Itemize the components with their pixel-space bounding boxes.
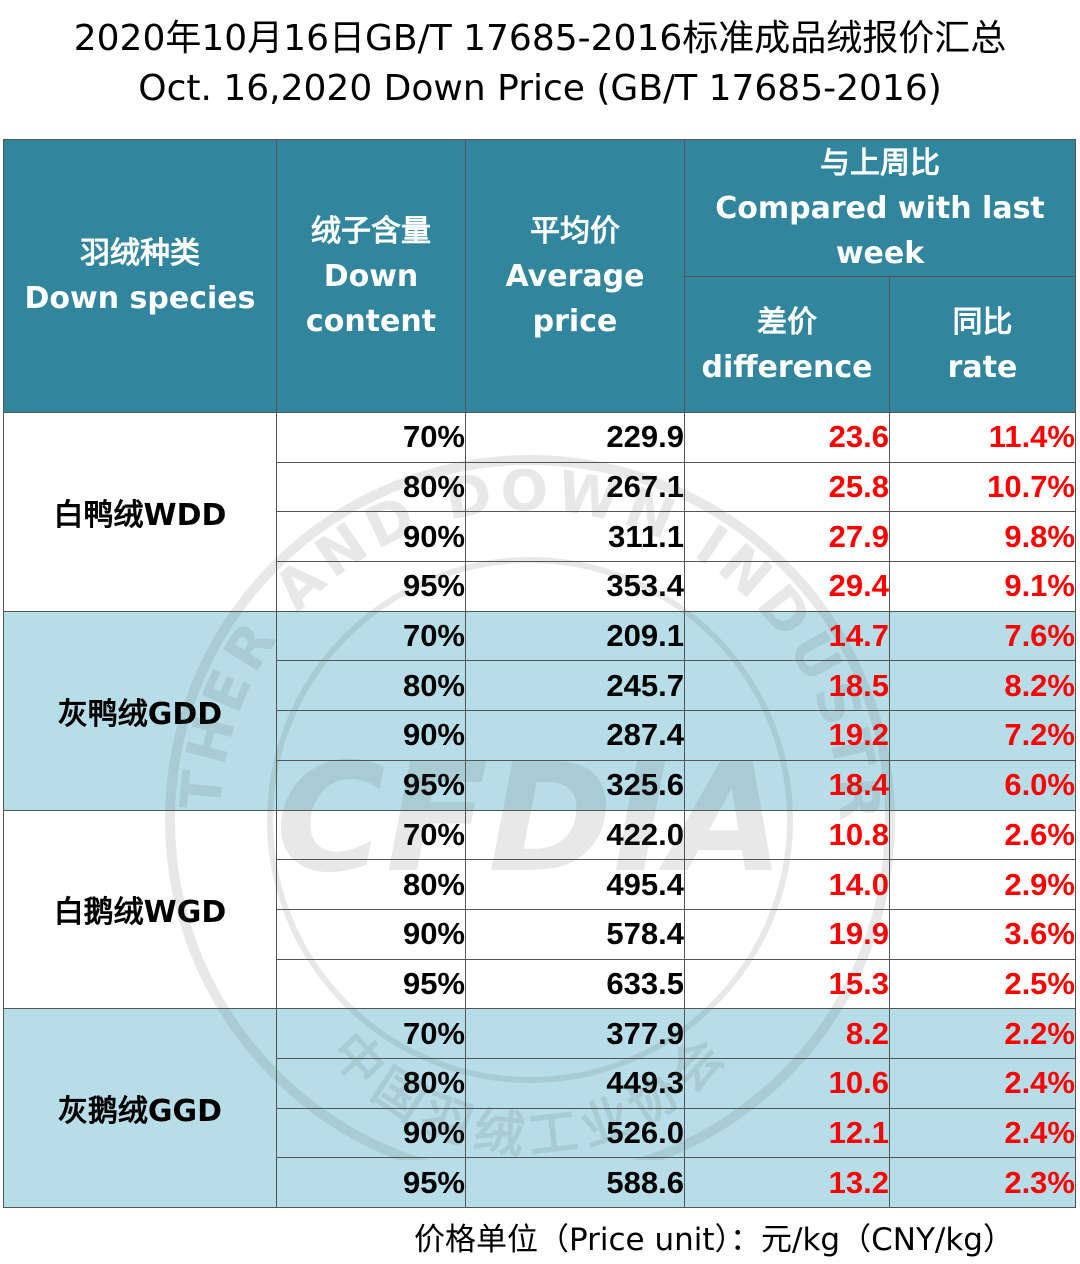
rate-cell: 9.8% (889, 511, 1076, 563)
difference-cell: 10.6 (684, 1057, 890, 1109)
table-row: 95% 633.5 15.3 2.5% (4, 958, 1076, 1010)
rate-cell: 10.7% (889, 461, 1076, 513)
difference-cell: 25.8 (684, 461, 890, 513)
difference-cell: 18.4 (684, 759, 890, 811)
rate-cell: 2.3% (889, 1157, 1076, 1208)
difference-cell: 19.9 (684, 908, 890, 960)
page-title: 2020年10月16日GB/T 17685-2016标准成品绒报价汇总 (73, 18, 1007, 59)
average-price-cell: 588.6 (465, 1157, 685, 1208)
table-row: 95% 588.6 13.2 2.3% (4, 1157, 1076, 1208)
average-price-cell: 209.1 (465, 610, 685, 662)
difference-cell: 12.1 (684, 1107, 890, 1159)
average-price-cell: 245.7 (465, 660, 685, 712)
table-row: 80% 449.3 10.6 2.4% (4, 1057, 1076, 1109)
rate-cell: 11.4% (889, 412, 1076, 463)
rate-cell: 2.9% (889, 859, 1076, 910)
header-compared: 与上周比 Compared with last week (684, 139, 1076, 277)
difference-cell: 10.8 (684, 809, 890, 861)
content-cell: 90% (276, 511, 466, 563)
difference-cell: 23.6 (684, 412, 890, 463)
average-price-cell: 578.4 (465, 908, 685, 960)
table-row: 90% 578.4 19.9 3.6% (4, 908, 1076, 960)
rate-cell: 2.5% (889, 958, 1076, 1010)
difference-cell: 18.5 (684, 660, 890, 712)
content-cell: 80% (276, 660, 466, 712)
rate-cell: 7.2% (889, 710, 1076, 761)
table-row: 白鸭绒WDD 70% 229.9 23.6 11.4% (3, 412, 1076, 612)
rate-cell: 2.6% (889, 809, 1076, 861)
content-cell: 70% (276, 412, 466, 463)
average-price-cell: 449.3 (465, 1057, 685, 1109)
table-row: 白鹅绒WGD 70% 422.0 10.8 2.6% (3, 809, 1076, 1010)
rate-cell: 7.6% (889, 610, 1076, 662)
difference-cell: 15.3 (684, 958, 890, 1010)
price-table: 羽绒种类 Down species 绒子含量 Down content 平均价 Aver… (3, 139, 1076, 1208)
difference-cell: 27.9 (684, 511, 890, 563)
header-rate: 同比 rate (889, 276, 1076, 413)
species-cell: 白鹅绒WGD (3, 809, 277, 1010)
difference-cell: 29.4 (684, 561, 890, 612)
content-cell: 95% (276, 1157, 466, 1208)
rate-cell: 6.0% (889, 759, 1076, 811)
average-price-cell: 377.9 (465, 1008, 685, 1059)
content-cell: 90% (276, 1107, 466, 1159)
species-cell: 灰鹅绒GGD (3, 1008, 277, 1208)
average-price-cell: 325.6 (465, 759, 685, 811)
content-cell: 70% (276, 1008, 466, 1059)
average-price-cell: 287.4 (465, 710, 685, 761)
header-down-content: 绒子含量 Down content (276, 139, 466, 413)
table-row: 灰鸭绒GDD 70% 209.1 14.7 7.6% (3, 610, 1076, 811)
table-row: 95% 353.4 29.4 9.1% (4, 561, 1076, 612)
average-price-cell: 633.5 (465, 958, 685, 1010)
content-cell: 80% (276, 859, 466, 910)
species-cell: 白鸭绒WDD (3, 412, 277, 612)
content-cell: 80% (276, 461, 466, 513)
rate-cell: 2.4% (889, 1107, 1076, 1159)
species-cell: 灰鸭绒GDD (3, 610, 277, 811)
price-unit-note: 价格单位（Price unit）：元/kg（CNY/kg） (414, 1222, 1014, 1258)
table-row: 80% 495.4 14.0 2.9% (4, 859, 1076, 910)
content-cell: 80% (276, 1057, 466, 1109)
table-row: 80% 245.7 18.5 8.2% (4, 660, 1076, 712)
content-cell: 95% (276, 759, 466, 811)
content-cell: 70% (276, 809, 466, 861)
header-species: 羽绒种类 Down species (3, 139, 277, 413)
difference-cell: 19.2 (684, 710, 890, 761)
difference-cell: 13.2 (684, 1157, 890, 1208)
rate-cell: 2.2% (889, 1008, 1076, 1059)
page-subtitle: Oct. 16,2020 Down Price (GB/T 17685-2016… (138, 68, 942, 109)
content-cell: 95% (276, 958, 466, 1010)
header-average-price: 平均价 Average price (465, 139, 685, 413)
average-price-cell: 422.0 (465, 809, 685, 861)
content-cell: 90% (276, 710, 466, 761)
average-price-cell: 229.9 (465, 412, 685, 463)
difference-cell: 14.0 (684, 859, 890, 910)
table-row: 灰鹅绒GGD 70% 377.9 8.2 2.2% (3, 1008, 1076, 1208)
table-row: 90% 526.0 12.1 2.4% (4, 1107, 1076, 1159)
header-difference: 差价 difference (684, 276, 890, 413)
average-price-cell: 267.1 (465, 461, 685, 513)
average-price-cell: 311.1 (465, 511, 685, 563)
average-price-cell: 495.4 (465, 859, 685, 910)
content-cell: 70% (276, 610, 466, 662)
rate-cell: 2.4% (889, 1057, 1076, 1109)
difference-cell: 8.2 (684, 1008, 890, 1059)
rate-cell: 8.2% (889, 660, 1076, 712)
difference-cell: 14.7 (684, 610, 890, 662)
rate-cell: 9.1% (889, 561, 1076, 612)
average-price-cell: 526.0 (465, 1107, 685, 1159)
content-cell: 95% (276, 561, 466, 612)
rate-cell: 3.6% (889, 908, 1076, 960)
table-row: 95% 325.6 18.4 6.0% (4, 759, 1076, 811)
content-cell: 90% (276, 908, 466, 960)
average-price-cell: 353.4 (465, 561, 685, 612)
